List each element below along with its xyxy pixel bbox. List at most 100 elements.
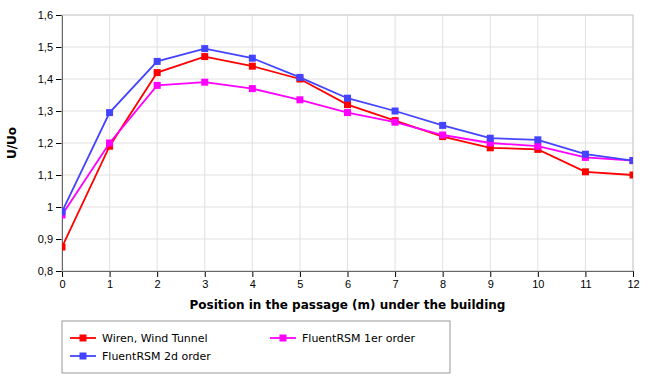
tick-label: 1,1: [38, 169, 53, 181]
tick: 12: [627, 271, 639, 290]
tick: 6: [345, 271, 351, 290]
tick-label: 0,9: [38, 233, 53, 245]
tick-label: 1,2: [38, 137, 53, 149]
tick-label: 10: [532, 278, 544, 290]
marker: [534, 143, 541, 150]
tick-mark: [300, 271, 301, 277]
marker: [249, 63, 256, 70]
tick-mark: [348, 271, 349, 277]
x-axis-title: Position in the passage (m) under the bu…: [190, 298, 506, 312]
marker: [630, 172, 634, 179]
series-line: [62, 49, 633, 212]
tick-label: 6: [345, 278, 351, 290]
marker: [439, 122, 446, 129]
tick-mark: [157, 271, 158, 277]
marker: [630, 157, 634, 164]
marker: [534, 136, 541, 143]
legend-label: Wiren, Wind Tunnel: [102, 332, 208, 345]
tick-label: 8: [440, 278, 446, 290]
series-line: [62, 82, 633, 215]
marker: [154, 58, 161, 65]
tick-label: 1: [107, 278, 113, 290]
series-line: [62, 57, 633, 247]
tick: 1,4: [38, 73, 62, 85]
grid-line-x: [252, 15, 253, 271]
plot-frame: [62, 15, 633, 271]
tick-mark: [56, 143, 62, 144]
tick-mark: [56, 15, 62, 16]
tick-label: 11: [580, 278, 591, 290]
tick-label: 1,4: [38, 73, 53, 85]
marker: [201, 45, 208, 52]
tick-mark: [56, 111, 62, 112]
axis-line: [63, 272, 634, 278]
tick-mark: [110, 271, 111, 277]
tick: 2: [155, 271, 161, 290]
tick-label: 0: [59, 278, 65, 290]
tick: 8: [440, 271, 446, 290]
tick: 0,8: [38, 265, 62, 277]
tick-label: 4: [250, 278, 256, 290]
tick-label: 2: [155, 278, 161, 290]
tick: 11: [580, 271, 591, 290]
marker: [106, 109, 113, 116]
marker: [344, 109, 351, 116]
tick: 4: [250, 271, 256, 290]
tick-label: 3: [202, 278, 208, 290]
marker: [344, 95, 351, 102]
marker: [296, 74, 303, 81]
tick: 0: [59, 271, 65, 290]
grid-line-x: [157, 15, 158, 271]
grid-line-x: [442, 15, 443, 271]
legend-label: FluentRSM 1er order: [302, 332, 416, 345]
y-axis: 0,8 0,9 1 1,1 1,2 1,3 1,4 1,5 1,6: [38, 9, 63, 277]
tick-mark: [56, 207, 62, 208]
marker: [296, 96, 303, 103]
marker: [249, 55, 256, 62]
grid-line-x: [585, 15, 586, 271]
tick-mark: [443, 271, 444, 277]
tick: 3: [202, 271, 208, 290]
tick: 1: [47, 201, 62, 213]
tick-mark: [56, 175, 62, 176]
marker: [154, 82, 161, 89]
tick: 1,5: [38, 41, 62, 53]
tick-mark: [252, 271, 253, 277]
tick-mark: [490, 271, 491, 277]
tick-mark: [56, 79, 62, 80]
tick-mark: [56, 239, 62, 240]
tick-mark: [205, 271, 206, 277]
marker: [62, 208, 66, 215]
tick-label: 0,8: [38, 265, 53, 277]
plot: 01234567891011120,80,911,11,21,31,41,51,…: [38, 9, 640, 290]
tick-label: 12: [627, 278, 639, 290]
series-group: [62, 45, 633, 250]
marker: [201, 53, 208, 60]
tick: 9: [488, 271, 494, 290]
tick-mark: [56, 271, 62, 272]
marker: [630, 157, 634, 164]
tick-mark: [633, 271, 634, 277]
tick-mark: [56, 47, 62, 48]
tick-label: 9: [488, 278, 494, 290]
x-axis: 0123456789101112: [59, 271, 639, 290]
tick: 1,2: [38, 137, 62, 149]
legend-item: Wiren, Wind Tunnel: [70, 332, 208, 345]
tick: 1,6: [38, 9, 62, 21]
legend-item: FluentRSM 1er order: [270, 332, 416, 345]
legend-marker: [280, 335, 287, 342]
marker: [392, 108, 399, 115]
tick: 1: [107, 271, 113, 290]
grid-line-x: [299, 15, 300, 271]
marker: [439, 132, 446, 139]
tick: 0,9: [38, 233, 62, 245]
legend-frame: [62, 321, 450, 373]
tick-label: 1,3: [38, 105, 53, 117]
y-axis-title: U/Uo: [5, 127, 19, 159]
grid: [62, 15, 633, 271]
tick-mark: [395, 271, 396, 277]
marker: [106, 140, 113, 147]
marker: [62, 244, 66, 251]
legend-marker: [80, 353, 87, 360]
marker: [249, 85, 256, 92]
